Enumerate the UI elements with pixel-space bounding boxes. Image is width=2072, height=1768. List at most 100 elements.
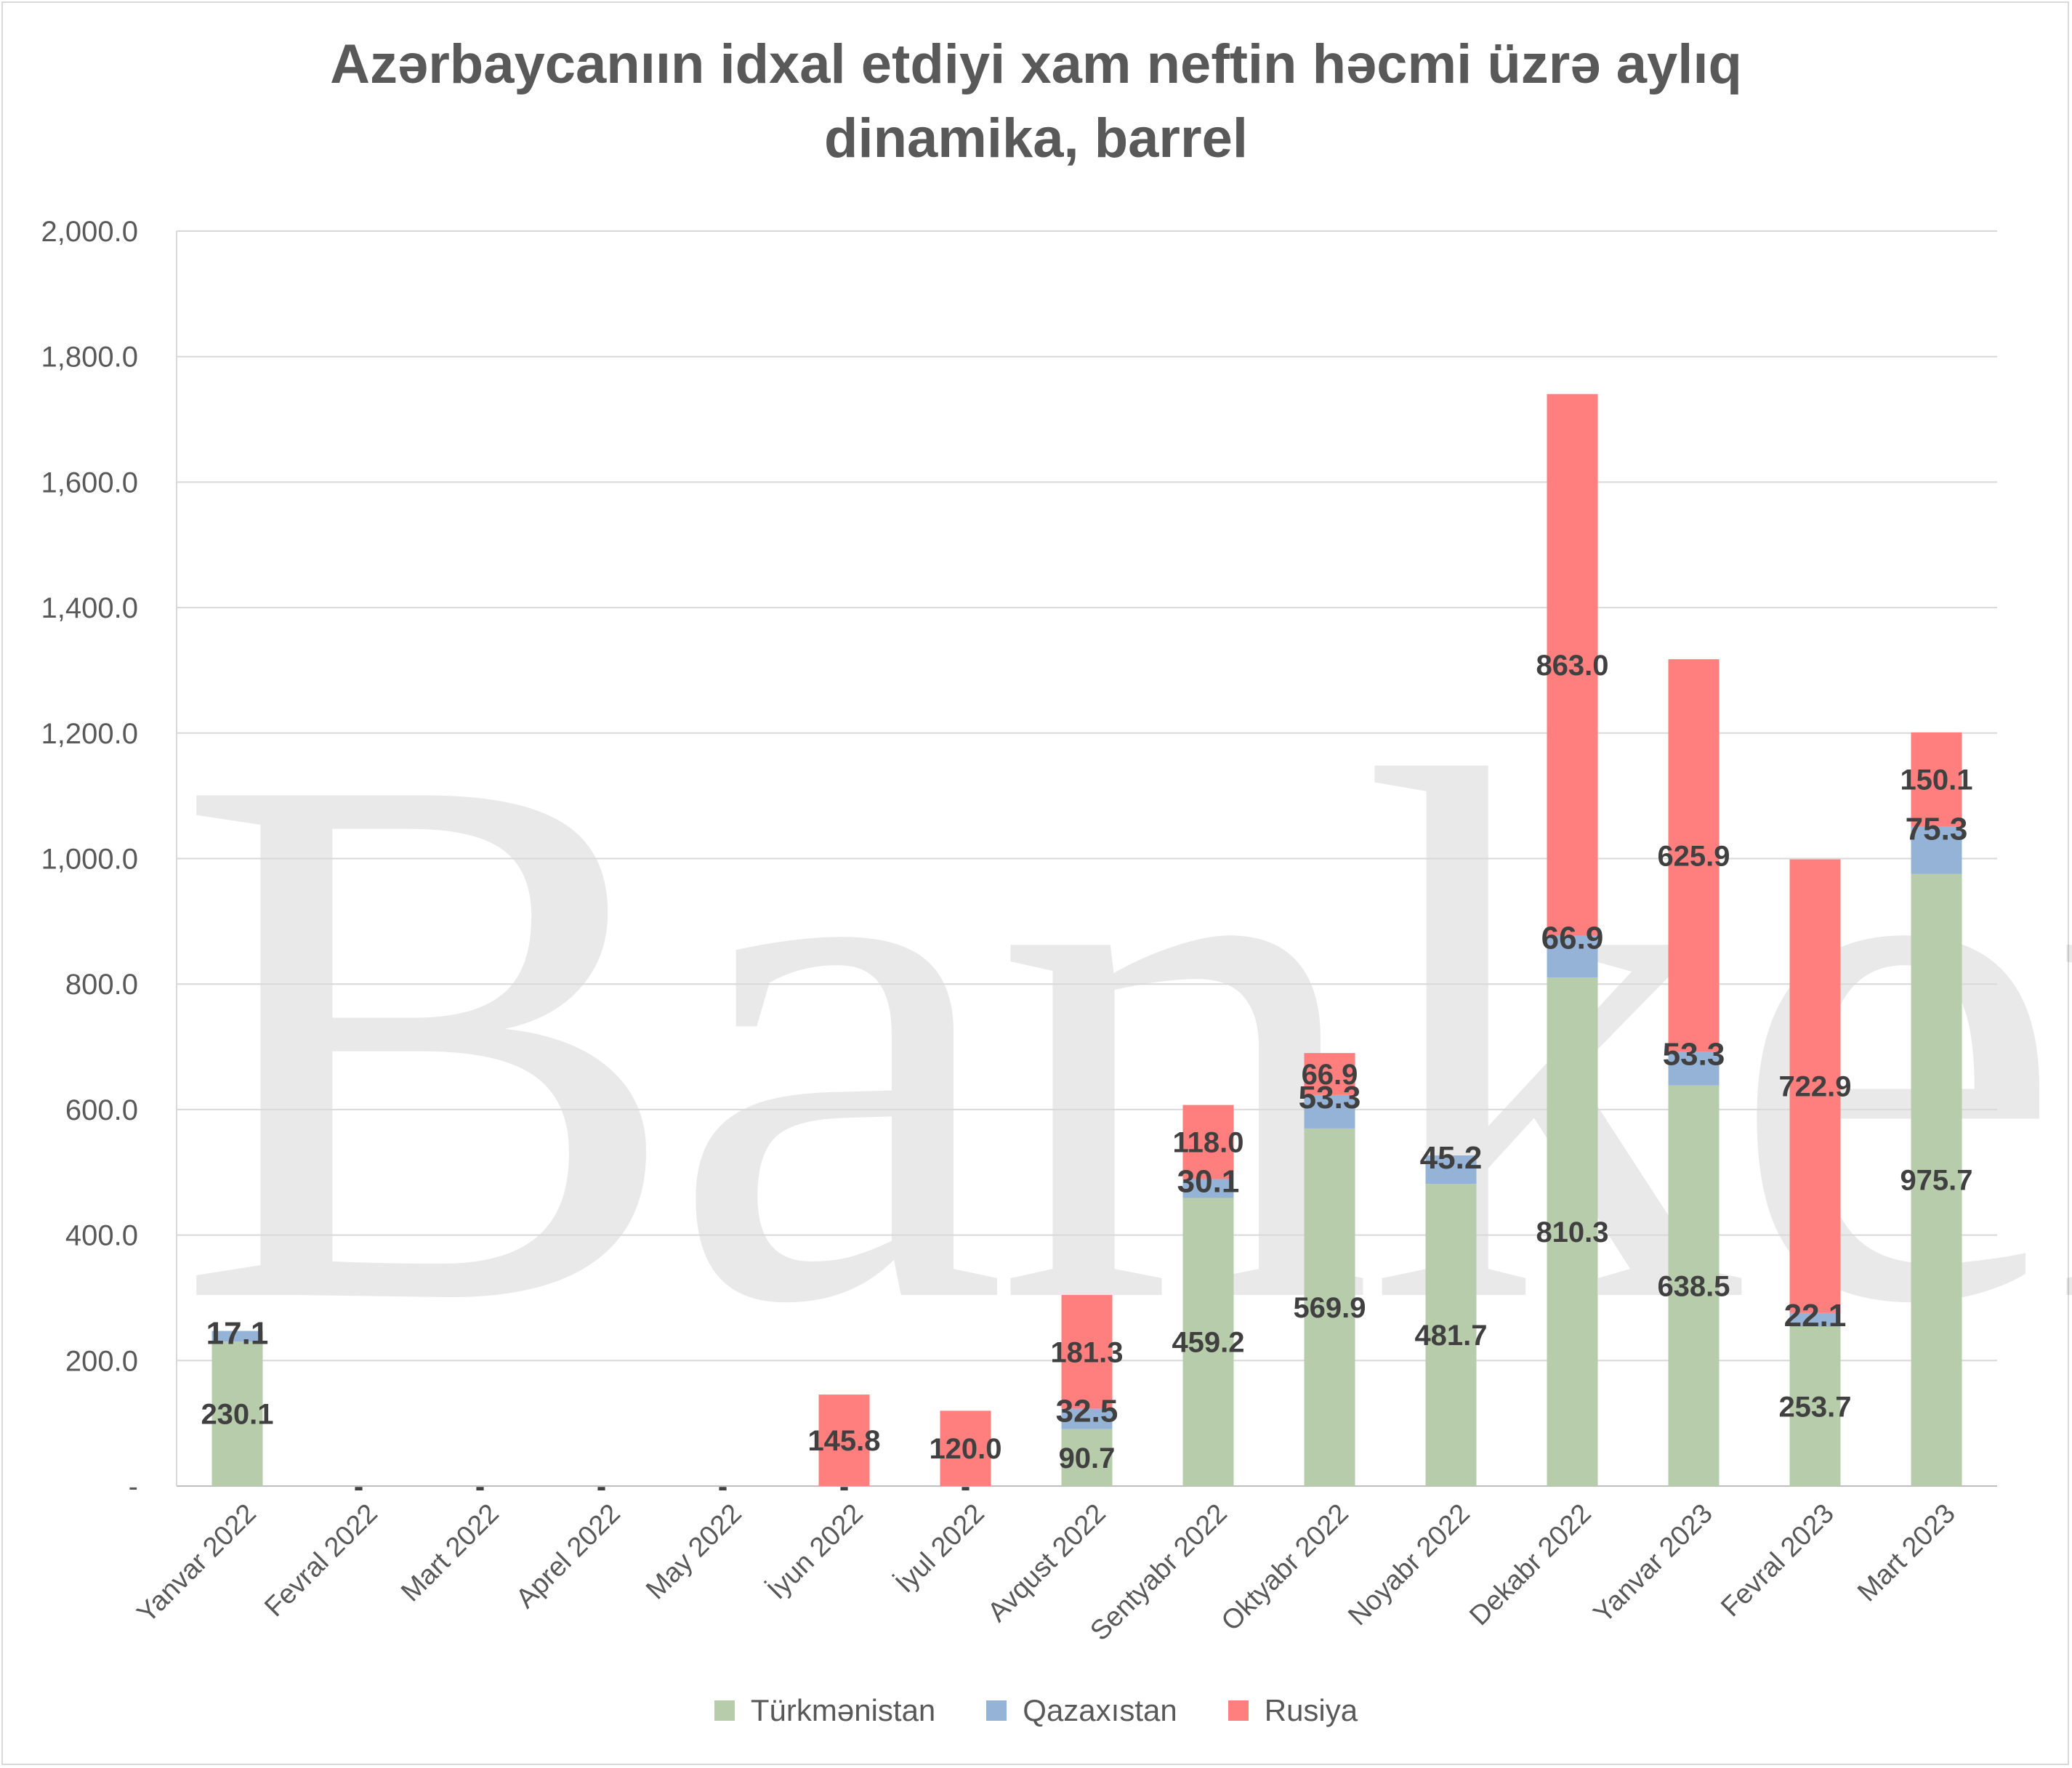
x-tick-label: Mart 2023 xyxy=(1852,1498,1962,1608)
y-tick-label: 400.0 xyxy=(65,1220,138,1252)
data-label: 810.3 xyxy=(1536,1216,1608,1248)
bar-türkmənistan xyxy=(1668,1085,1720,1486)
bar-türkmənistan xyxy=(1547,977,1598,1486)
legend-label: Türkmənistan xyxy=(750,1693,936,1727)
data-label: 66.9 xyxy=(1302,1059,1358,1091)
x-tick-label: Dekabr 2022 xyxy=(1464,1498,1597,1632)
chart-title-line-2: dinamika, barrel xyxy=(824,108,1248,169)
x-tick-label: Avqust 2022 xyxy=(982,1498,1112,1628)
data-label: 253.7 xyxy=(1778,1391,1851,1423)
x-tick-label: Aprel 2022 xyxy=(510,1498,626,1615)
bar-qazaxıstan xyxy=(1425,1155,1477,1184)
legend-item: Qazaxıstan xyxy=(986,1693,1177,1728)
bar-rusiya xyxy=(1547,394,1598,936)
x-tick-label: May 2022 xyxy=(640,1498,748,1606)
data-label: 481.7 xyxy=(1414,1320,1487,1352)
bar-türkmənistan xyxy=(211,1341,263,1486)
x-tick-label: Noyabr 2022 xyxy=(1342,1498,1476,1632)
bar-rusiya xyxy=(1182,1105,1234,1179)
bar-qazaxıstan xyxy=(211,1331,263,1342)
data-label: 863.0 xyxy=(1536,650,1608,682)
watermark-logo: Bankeraz xyxy=(174,615,2072,1461)
legend-label: Rusiya xyxy=(1264,1693,1358,1727)
data-label: 150.1 xyxy=(1900,764,1972,796)
y-tick-label: 800.0 xyxy=(65,969,138,1001)
bar-qazaxıstan xyxy=(1911,826,1962,874)
bar-türkmənistan xyxy=(1789,1326,1841,1486)
data-label: 975.7 xyxy=(1900,1165,1972,1197)
data-label: - xyxy=(961,1471,970,1503)
y-tick-label: 1,200.0 xyxy=(41,718,138,750)
y-tick-label: 1,400.0 xyxy=(41,592,138,624)
data-label: 569.9 xyxy=(1293,1292,1366,1324)
data-label: - xyxy=(354,1471,363,1503)
bar-türkmənistan xyxy=(1061,1429,1113,1486)
bar-qazaxıstan xyxy=(1061,1408,1113,1429)
data-label: 181.3 xyxy=(1050,1336,1123,1368)
chart-title-line-1: Azərbaycanıın idxal etdiyi xam neftin hə… xyxy=(330,33,1742,95)
y-tick-label: - xyxy=(129,1471,138,1503)
legend-label: Qazaxıstan xyxy=(1023,1693,1177,1727)
y-tick-label: 600.0 xyxy=(65,1094,138,1126)
x-tick-label: Fevral 2022 xyxy=(259,1498,384,1623)
data-label: - xyxy=(597,1471,606,1503)
bar-qazaxıstan xyxy=(1668,1051,1720,1086)
data-label: - xyxy=(718,1471,727,1503)
data-label: 45.2 xyxy=(1420,1140,1483,1176)
legend-item: Türkmənistan xyxy=(714,1693,935,1728)
bar-qazaxıstan xyxy=(1789,1312,1841,1327)
y-tick-label: 1,800.0 xyxy=(41,342,138,374)
x-tick-label: İyun 2022 xyxy=(761,1498,868,1605)
bar-rusiya xyxy=(1304,1053,1355,1095)
data-label: 32.5 xyxy=(1056,1394,1118,1429)
data-label: 90.7 xyxy=(1059,1442,1116,1474)
bar-qazaxıstan xyxy=(1547,935,1598,978)
x-tick-label: İyul 2022 xyxy=(889,1498,990,1599)
bar-rusiya xyxy=(818,1394,870,1486)
x-tick-label: Mart 2022 xyxy=(395,1498,505,1608)
y-tick-label: 1,600.0 xyxy=(41,467,138,498)
x-tick-label: Yanvar 2022 xyxy=(132,1498,262,1629)
data-label: 66.9 xyxy=(1541,921,1604,956)
data-label: 22.1 xyxy=(1784,1298,1847,1333)
bar-rusiya xyxy=(940,1410,991,1486)
legend: Türkmənistan Qazaxıstan Rusiya xyxy=(0,1693,2072,1728)
bar-türkmənistan xyxy=(1425,1184,1477,1486)
bar-rusiya xyxy=(1789,859,1841,1313)
data-label: 53.3 xyxy=(1299,1080,1361,1115)
data-label: 53.3 xyxy=(1663,1037,1725,1073)
y-tick-label: 200.0 xyxy=(65,1345,138,1377)
data-label: 145.8 xyxy=(807,1425,880,1457)
data-label: - xyxy=(475,1471,485,1503)
data-label: 722.9 xyxy=(1778,1071,1851,1103)
bar-türkmənistan xyxy=(1182,1198,1234,1486)
legend-swatch xyxy=(1228,1700,1249,1721)
x-tick-label: Oktyabr 2022 xyxy=(1216,1498,1355,1637)
y-tick-label: 2,000.0 xyxy=(41,216,138,248)
chart-title: Azərbaycanıın idxal etdiyi xam neftin hə… xyxy=(0,28,2072,176)
data-label: 17.1 xyxy=(206,1316,269,1352)
x-tick-label: Yanvar 2023 xyxy=(1588,1498,1719,1629)
legend-swatch xyxy=(986,1700,1007,1721)
data-label: 118.0 xyxy=(1173,1127,1244,1159)
data-label: 30.1 xyxy=(1177,1163,1240,1199)
data-label: 230.1 xyxy=(201,1399,273,1431)
legend-item: Rusiya xyxy=(1228,1693,1358,1728)
bar-qazaxıstan xyxy=(1182,1179,1234,1198)
legend-swatch xyxy=(714,1700,735,1721)
data-label: 459.2 xyxy=(1172,1327,1244,1359)
bar-qazaxıstan xyxy=(1304,1094,1355,1129)
bar-türkmənistan xyxy=(1304,1128,1355,1486)
bar-rusiya xyxy=(1911,732,1962,827)
bar-türkmənistan xyxy=(1911,873,1962,1486)
data-label: 120.0 xyxy=(929,1433,1001,1465)
data-label: - xyxy=(839,1471,849,1503)
data-label: 638.5 xyxy=(1657,1270,1730,1302)
bar-rusiya xyxy=(1061,1295,1113,1409)
x-tick-label: Fevral 2023 xyxy=(1715,1498,1840,1623)
data-label: 625.9 xyxy=(1657,840,1730,872)
data-label: 75.3 xyxy=(1906,811,1968,847)
